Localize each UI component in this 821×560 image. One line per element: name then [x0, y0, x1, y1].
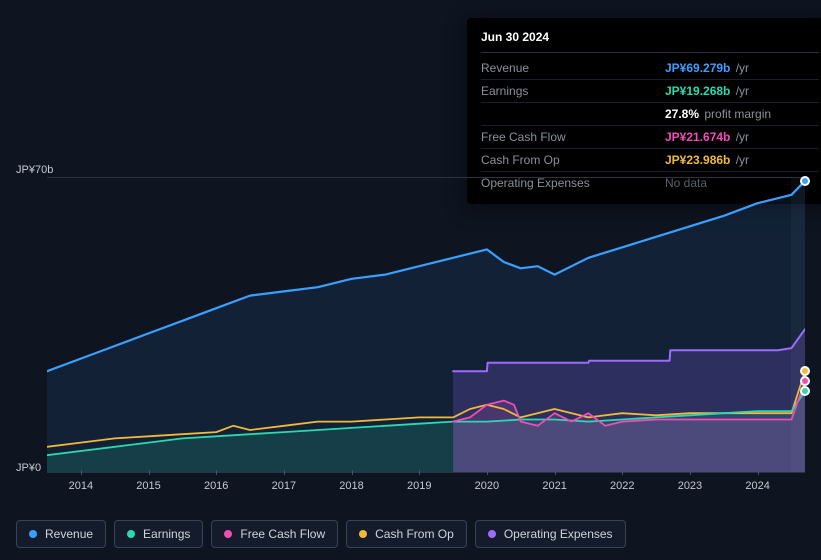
legend: Revenue Earnings Free Cash Flow Cash From O…: [16, 520, 626, 548]
chart-svg: [47, 178, 805, 472]
legend-label: Cash From Op: [375, 527, 454, 541]
tooltip-row-label: Free Cash Flow: [481, 126, 665, 149]
yaxis-label-top: JP¥70b: [16, 164, 53, 176]
series-end-marker: [800, 366, 810, 376]
series-end-marker: [800, 176, 810, 186]
x-tick: [555, 470, 556, 475]
legend-dot-icon: [488, 530, 496, 538]
tooltip-row-value: 27.8% profit margin: [665, 103, 819, 126]
x-axis-label: 2018: [339, 480, 363, 492]
legend-label: Revenue: [45, 527, 93, 541]
x-axis-label: 2021: [542, 480, 566, 492]
series-end-marker: [800, 376, 810, 386]
legend-item-cfo[interactable]: Cash From Op: [346, 520, 467, 548]
x-axis-label: 2015: [136, 480, 160, 492]
x-tick: [622, 470, 623, 475]
x-axis-label: 2017: [272, 480, 296, 492]
x-axis-label: 2016: [204, 480, 228, 492]
x-tick: [81, 470, 82, 475]
tooltip-date: Jun 30 2024: [481, 28, 819, 53]
legend-item-revenue[interactable]: Revenue: [16, 520, 106, 548]
legend-label: Operating Expenses: [504, 527, 613, 541]
legend-dot-icon: [29, 530, 37, 538]
x-axis-label: 2014: [69, 480, 93, 492]
x-tick: [487, 470, 488, 475]
x-axis-label: 2020: [475, 480, 499, 492]
tooltip-row-value: JP¥19.268b /yr: [665, 80, 819, 103]
legend-item-fcf[interactable]: Free Cash Flow: [211, 520, 338, 548]
tooltip-row-label: [481, 103, 665, 126]
legend-dot-icon: [359, 530, 367, 538]
series-end-marker: [800, 386, 810, 396]
plot-area[interactable]: [47, 177, 805, 473]
x-tick: [690, 470, 691, 475]
tooltip-row-value: JP¥69.279b /yr: [665, 57, 819, 80]
legend-label: Free Cash Flow: [240, 527, 325, 541]
tooltip-row-label: Revenue: [481, 57, 665, 80]
x-axis-label: 2024: [745, 480, 769, 492]
chart: JP¥70b JP¥0 2014201520162017201820192020…: [16, 160, 805, 478]
legend-dot-icon: [224, 530, 232, 538]
x-tick: [419, 470, 420, 475]
x-axis-label: 2023: [678, 480, 702, 492]
legend-label: Earnings: [143, 527, 190, 541]
x-tick: [216, 470, 217, 475]
x-axis-label: 2019: [407, 480, 431, 492]
x-tick: [758, 470, 759, 475]
tooltip-row-value: JP¥21.674b /yr: [665, 126, 819, 149]
legend-item-opex[interactable]: Operating Expenses: [475, 520, 626, 548]
legend-dot-icon: [127, 530, 135, 538]
x-axis-label: 2022: [610, 480, 634, 492]
tooltip-row-label: Earnings: [481, 80, 665, 103]
legend-item-earnings[interactable]: Earnings: [114, 520, 203, 548]
x-tick: [284, 470, 285, 475]
x-tick: [149, 470, 150, 475]
yaxis-label-bottom: JP¥0: [16, 462, 41, 474]
x-tick: [352, 470, 353, 475]
x-axis: 2014 2015 2016 2017 2018 2019 2020 2021 2022 2023…: [47, 480, 805, 498]
